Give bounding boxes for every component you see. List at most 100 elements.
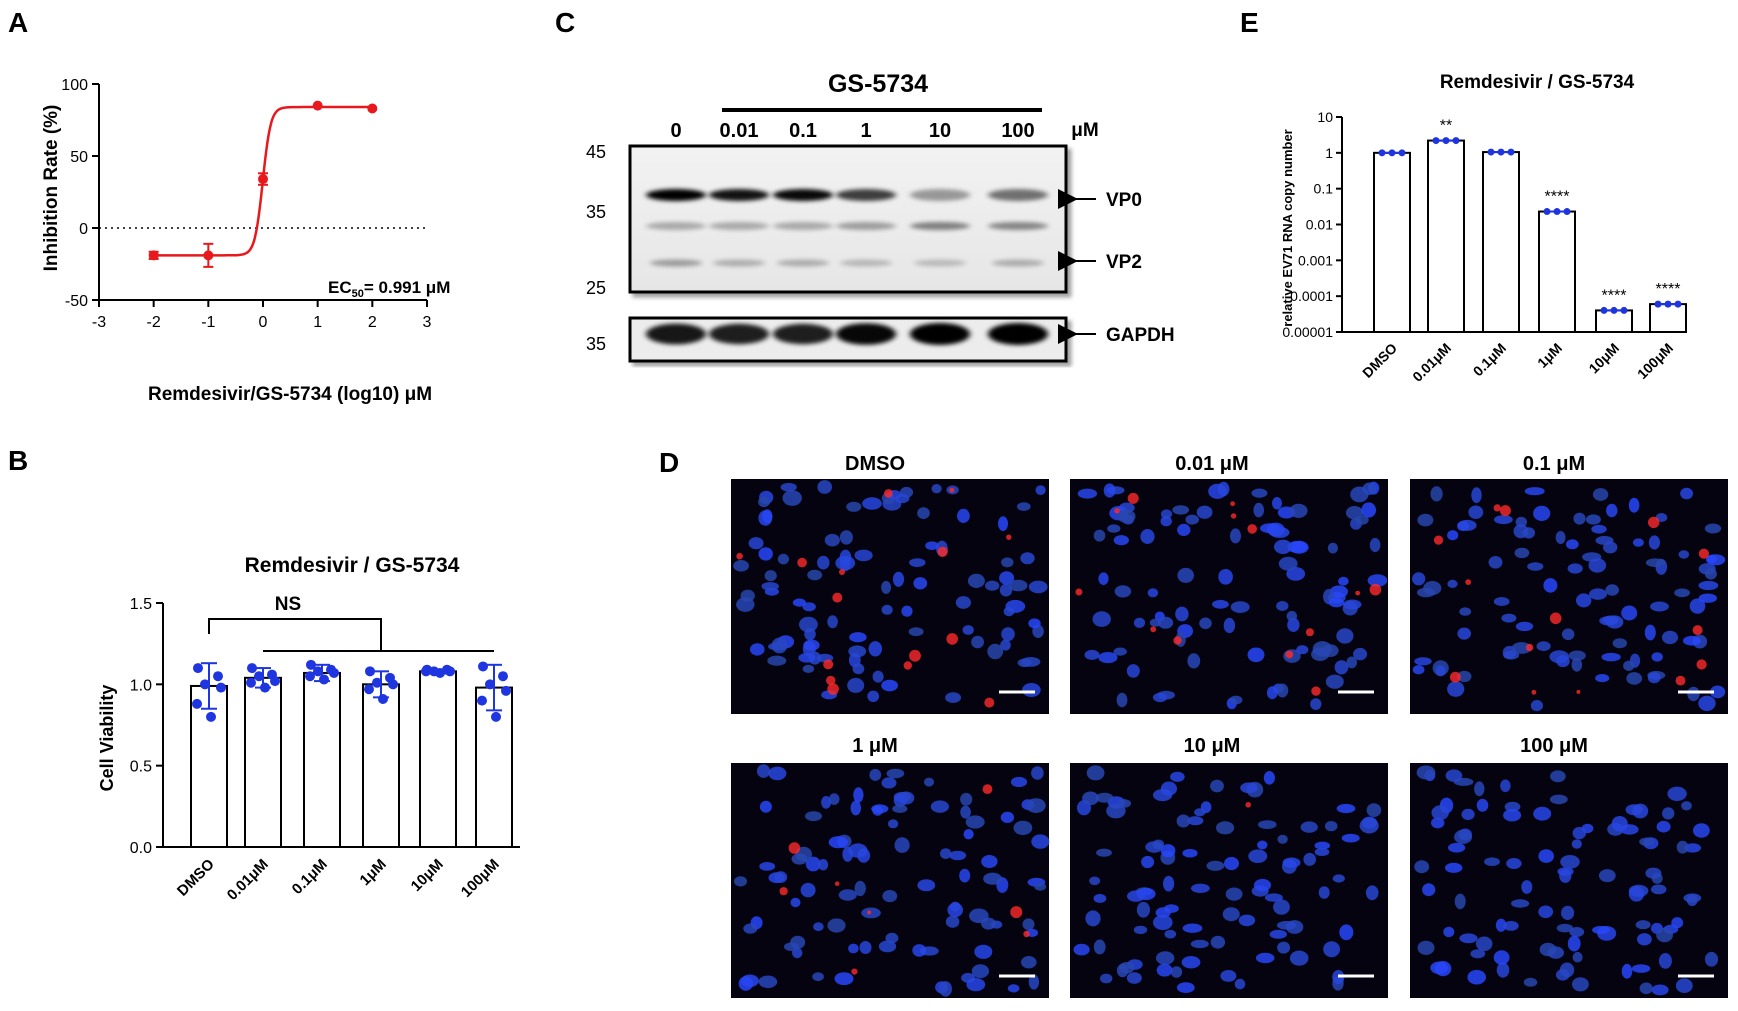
b-data-point xyxy=(498,671,508,682)
blot-band-minor xyxy=(910,222,970,230)
nucleus xyxy=(1339,924,1354,941)
blot-lane-label: 0 xyxy=(670,120,681,142)
nucleus xyxy=(1346,656,1357,669)
nucleus xyxy=(1034,882,1047,891)
a-x-tick-label: 2 xyxy=(368,314,377,331)
panel-a-axes xyxy=(98,84,427,301)
nucleus xyxy=(1468,505,1484,519)
infected-cell-signal xyxy=(851,968,858,975)
nucleus xyxy=(1176,814,1191,828)
nucleus xyxy=(1506,858,1522,869)
nucleus xyxy=(1177,567,1194,583)
nucleus xyxy=(1698,580,1719,591)
infected-cell-signal xyxy=(788,842,801,854)
nucleus xyxy=(764,570,777,582)
nucleus xyxy=(1286,567,1306,581)
b-data-point xyxy=(421,666,431,677)
blot-band-vp0 xyxy=(709,189,769,201)
nucleus xyxy=(1234,978,1246,990)
blot-band-vp2 xyxy=(914,259,966,267)
nucleus xyxy=(930,800,950,813)
nucleus xyxy=(1567,563,1583,574)
nucleus xyxy=(1021,956,1037,969)
nucleus xyxy=(802,664,815,674)
nucleus xyxy=(1013,820,1033,836)
nucleus xyxy=(1556,923,1574,933)
nucleus xyxy=(1686,894,1698,907)
nucleus xyxy=(1238,914,1256,927)
nucleus xyxy=(1612,638,1628,649)
infected-cell-signal xyxy=(823,659,834,670)
nucleus xyxy=(1160,844,1176,858)
nucleus xyxy=(1591,524,1607,534)
e-category-label: 0.1μM xyxy=(1470,340,1509,379)
b-data-point xyxy=(364,684,374,695)
nucleus xyxy=(1251,488,1268,498)
nucleus xyxy=(759,800,772,813)
infected-cell-signal xyxy=(1285,650,1294,659)
nucleus xyxy=(1194,808,1206,817)
nucleus xyxy=(1020,657,1041,667)
nucleus xyxy=(828,836,848,849)
nucleus xyxy=(957,508,970,523)
nucleus xyxy=(1187,653,1201,669)
nucleus xyxy=(1601,652,1621,662)
nucleus xyxy=(981,855,998,868)
nucleus xyxy=(1556,655,1570,668)
a-x-tick-label: 0 xyxy=(259,314,268,331)
nucleus xyxy=(1336,628,1354,644)
nucleus xyxy=(913,577,928,590)
nucleus xyxy=(1314,848,1330,856)
nucleus xyxy=(1572,951,1583,963)
nucleus xyxy=(1269,527,1290,538)
nucleus xyxy=(1595,674,1610,683)
nucleus xyxy=(1555,531,1566,544)
nucleus xyxy=(854,880,866,897)
nucleus xyxy=(1515,621,1534,632)
nucleus xyxy=(939,981,952,997)
nucleus xyxy=(1569,927,1585,937)
panel-e-ticks: 10 1 0.1 0.01 0.001 0.0001 0.00001 xyxy=(1282,109,1342,340)
nucleus xyxy=(1647,672,1661,684)
nucleus xyxy=(1561,628,1575,641)
nucleus xyxy=(901,605,913,617)
blot-band-minor xyxy=(988,222,1048,230)
nucleus xyxy=(1160,516,1172,527)
nucleus xyxy=(1103,483,1116,498)
b-data-point xyxy=(254,671,264,682)
nucleus xyxy=(802,602,816,612)
e-bar xyxy=(1427,139,1465,333)
panel-d-fluorescence-images: DMSO 0.01 μM 0.1 μM 1 μM 10 μM 100 μM xyxy=(731,453,1728,998)
nucleus xyxy=(805,811,822,821)
nucleus xyxy=(1147,588,1159,598)
nucleus xyxy=(1303,852,1316,866)
nucleus xyxy=(1182,848,1198,858)
nucleus xyxy=(1706,554,1717,564)
nucleus xyxy=(878,940,897,953)
nucleus xyxy=(1606,503,1618,518)
a-x-tick-label: 1 xyxy=(313,314,322,331)
nucleus xyxy=(1524,487,1545,496)
infected-cell-signal xyxy=(826,675,836,686)
infected-cell-signal xyxy=(867,910,872,915)
nucleus xyxy=(782,490,802,506)
nucleus xyxy=(999,583,1013,597)
blot-band-minor xyxy=(773,222,833,230)
nucleus xyxy=(1255,952,1275,964)
nucleus xyxy=(1093,939,1106,955)
b-data-point xyxy=(213,671,223,682)
nucleus xyxy=(1263,771,1275,785)
nucleus xyxy=(931,484,942,494)
nucleus xyxy=(1163,875,1175,892)
nucleus xyxy=(1704,951,1719,967)
nucleus xyxy=(838,889,857,901)
infected-cell-signal xyxy=(1230,513,1237,519)
nucleus xyxy=(1223,617,1236,634)
nucleus xyxy=(827,918,846,933)
blot-marker-25: 25 xyxy=(586,278,606,298)
panel-letter-d: D xyxy=(659,447,679,478)
nucleus xyxy=(1212,599,1229,609)
infected-cell-signal xyxy=(1698,548,1709,559)
nucleus xyxy=(1471,487,1482,504)
nucleus xyxy=(1521,880,1533,894)
